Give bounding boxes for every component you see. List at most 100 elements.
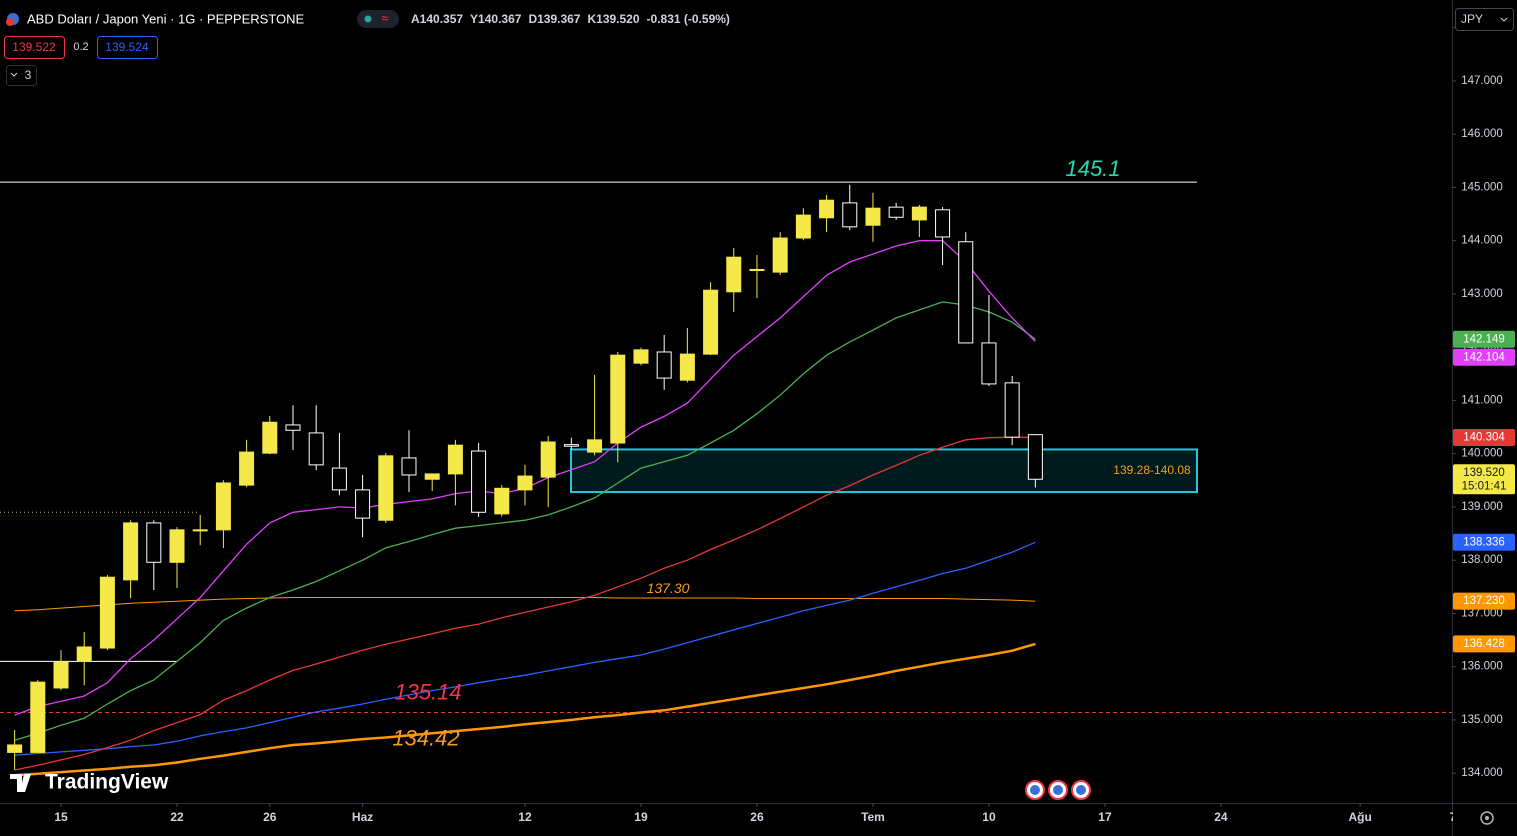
candle-body (517, 475, 533, 491)
y-tick-label: 145.000 (1461, 181, 1503, 193)
price-tag (1453, 428, 1515, 446)
x-tick-label: 10 (982, 810, 996, 824)
currency-select[interactable] (1455, 8, 1514, 31)
x-tick-label: 12 (518, 810, 532, 824)
ohlc-value: -0.831 (-0.59%) (647, 12, 730, 26)
annotation: 135.14 (394, 679, 461, 704)
ma-line (14, 642, 1036, 777)
settings-button[interactable] (1480, 811, 1494, 825)
candle-body (772, 237, 788, 273)
candle-body (726, 256, 742, 293)
x-tick-label: 19 (634, 810, 648, 824)
price-tag-label: 139.520 (1463, 467, 1505, 479)
y-tick-label: 136.000 (1461, 661, 1503, 673)
indicators-toggle[interactable] (6, 65, 37, 86)
ma-line (14, 436, 1036, 771)
y-tick-label: 146.000 (1461, 128, 1503, 140)
candle-body (795, 214, 811, 239)
candle-body (656, 351, 672, 379)
symbol-icon (6, 18, 14, 26)
candle-body (331, 467, 347, 491)
candle-body (679, 353, 695, 381)
ohlc-value: D139.367 (528, 12, 580, 26)
chevron (10, 72, 18, 77)
candle-body (935, 209, 951, 238)
y-tick-label: 140.000 (1461, 448, 1503, 460)
candle-body (447, 444, 463, 475)
sell-button[interactable] (4, 36, 65, 59)
price-tag-label: 138.336 (1463, 536, 1505, 548)
candle-body (471, 450, 487, 513)
x-tick-label: 26 (750, 810, 764, 824)
flag-icon (1053, 785, 1063, 795)
price-tag-label: 140.304 (1463, 432, 1505, 444)
price-tag (1453, 464, 1515, 495)
plot-area: 139.28-140.08 145.1 137.30 135.14 134.42 (0, 156, 1452, 777)
candle-body (30, 681, 46, 753)
x-axis: 15 22 26 Haz 12 19 26 Tem 10 17 24 Ağu 7 (54, 803, 1517, 836)
candle-body (587, 439, 603, 453)
candle-body (1004, 382, 1020, 438)
chevron (1500, 17, 1508, 22)
x-tick-label: 24 (1214, 810, 1228, 824)
candle-body (888, 206, 904, 218)
ohlc-value: K139.520 (587, 12, 639, 26)
y-tick-label: 144.000 (1461, 235, 1503, 247)
candle-body (378, 455, 394, 521)
price-tag (1453, 592, 1515, 610)
candle-body (262, 421, 278, 454)
ma-line (14, 541, 1036, 756)
status-pill[interactable] (357, 10, 399, 28)
x-tick-label: Haz (352, 810, 373, 824)
candle-body (494, 487, 510, 515)
candle-body (749, 268, 765, 272)
x-tick-label: 15 (54, 810, 68, 824)
ohlc-value: Y140.367 (470, 12, 522, 26)
candle-body (610, 354, 626, 444)
buy-button[interactable] (97, 36, 158, 59)
candle-body (563, 444, 579, 447)
candle-body (146, 522, 162, 563)
candle-body (285, 424, 301, 431)
price-tag-label: 142.104 (1463, 351, 1505, 363)
zone-label: 139.28-140.08 (1113, 463, 1191, 477)
candle-body (76, 646, 92, 662)
y-tick-label: 135.000 (1461, 714, 1503, 726)
flag-icon (1076, 785, 1086, 795)
currency[interactable]: JPY (1461, 12, 1483, 26)
y-tick-label: 147.000 (1461, 75, 1503, 87)
indicator-count[interactable]: 3 (25, 68, 32, 82)
candle-body (540, 441, 556, 478)
axis-panel (1453, 804, 1517, 836)
candle-body (842, 202, 858, 228)
price-tag (1453, 533, 1515, 551)
candle-body (215, 482, 231, 531)
buy-price[interactable]: 139.524 (105, 40, 149, 54)
candle-body (911, 206, 927, 221)
candle-body (1027, 434, 1043, 480)
candle-body (958, 241, 974, 344)
candle-body (53, 661, 69, 689)
x-tick-label: 26 (263, 810, 277, 824)
ma-line (14, 597, 1036, 612)
sell-price[interactable]: 139.522 (12, 40, 56, 54)
candle-body (123, 522, 139, 581)
ohlc-values: A140.357 Y140.367 D139.367 K139.520 -0.831 (… (411, 12, 730, 26)
spread: 0.2 (73, 41, 88, 53)
candle-body (192, 529, 208, 532)
candle-body (239, 451, 255, 486)
candle-body (355, 489, 371, 519)
price-tag-label: 142.149 (1463, 333, 1505, 345)
price-tag-label: 136.428 (1463, 638, 1505, 650)
tv-logo (10, 774, 31, 792)
watermark: TradingView (45, 771, 169, 794)
x-tick-label: Tem (861, 810, 885, 824)
candle-body (7, 744, 23, 753)
candle-body (308, 432, 324, 466)
y-tick-label: 139.000 (1461, 501, 1503, 513)
price-tag-label: 137.230 (1463, 595, 1505, 607)
